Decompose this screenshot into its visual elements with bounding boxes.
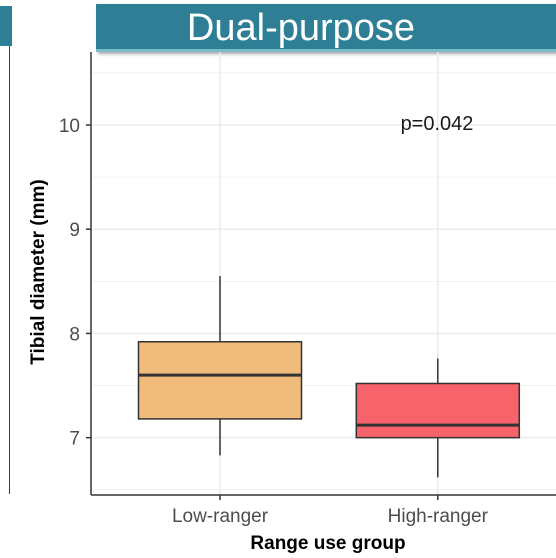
boxes	[137, 276, 521, 478]
left-panel-edge	[0, 28, 10, 494]
left-panel-tab	[0, 6, 12, 46]
x-tick-label: High-ranger	[388, 506, 489, 527]
panel-banner: Dual-purpose	[96, 4, 556, 52]
p-value-annotation: p=0.042	[401, 113, 474, 135]
y-tick-label: 8	[69, 324, 80, 345]
y-tick-label: 9	[69, 220, 80, 241]
y-axis-title: Tibial diameter (mm)	[28, 179, 49, 364]
box-low-ranger	[137, 341, 303, 420]
y-tick-label: 10	[59, 116, 80, 137]
box-high-ranger	[355, 382, 521, 439]
x-tick-label: Low-ranger	[172, 506, 269, 527]
x-axis-title: Range use group	[250, 533, 405, 554]
axes: 7 8 9 10 Low-ranger High-ranger	[59, 52, 556, 527]
y-tick-label: 7	[69, 429, 80, 450]
